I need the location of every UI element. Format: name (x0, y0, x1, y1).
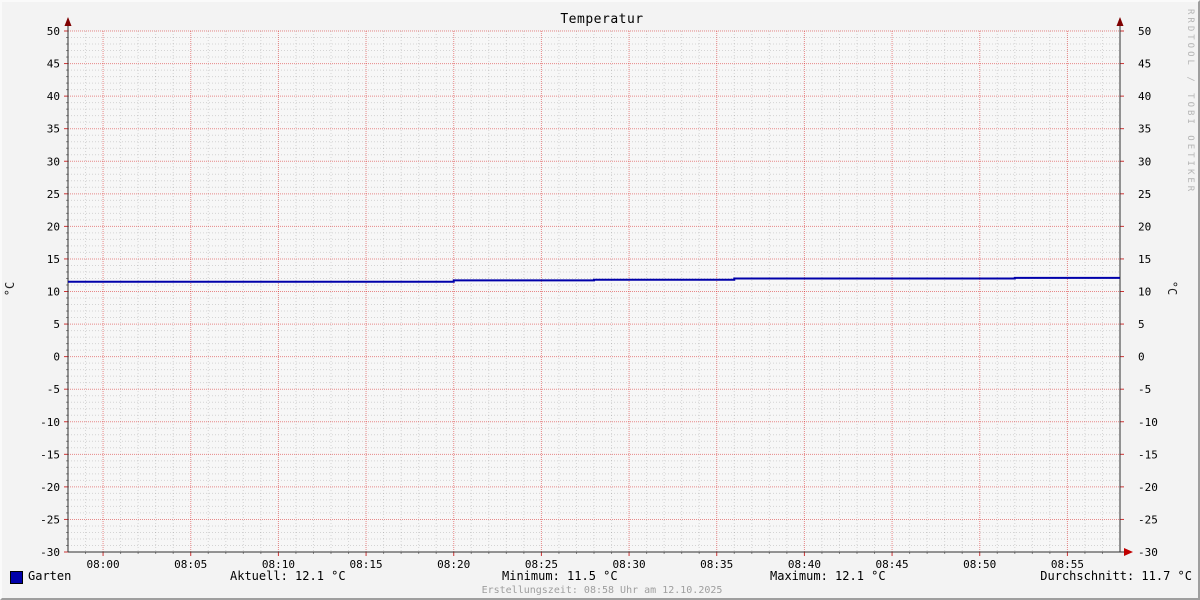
svg-text:20: 20 (1138, 220, 1151, 233)
svg-text:-30: -30 (1138, 546, 1158, 559)
svg-text:15: 15 (47, 253, 60, 266)
svg-text:-25: -25 (40, 513, 60, 526)
arrow-right-icon (1124, 548, 1133, 556)
svg-text:10: 10 (47, 286, 60, 299)
svg-text:15: 15 (1138, 253, 1151, 266)
svg-text:-5: -5 (47, 383, 60, 396)
plot-canvas (68, 31, 1120, 552)
svg-text:-10: -10 (1138, 416, 1158, 429)
svg-text:-25: -25 (1138, 513, 1158, 526)
svg-text:5: 5 (53, 318, 60, 331)
svg-text:0: 0 (53, 351, 60, 364)
svg-text:35: 35 (47, 123, 60, 136)
svg-text:0: 0 (1138, 351, 1145, 364)
svg-text:08:50: 08:50 (963, 558, 996, 571)
svg-text:-10: -10 (40, 416, 60, 429)
svg-text:08:05: 08:05 (174, 558, 207, 571)
svg-text:30: 30 (1138, 155, 1151, 168)
arrow-up-right-icon (1116, 17, 1124, 26)
svg-text:-15: -15 (1138, 448, 1158, 461)
svg-text:45: 45 (1138, 58, 1151, 71)
chart-title: Temperatur (560, 12, 644, 27)
svg-text:-20: -20 (1138, 481, 1158, 494)
svg-text:50: 50 (47, 25, 60, 38)
svg-text:25: 25 (47, 188, 60, 201)
svg-text:08:45: 08:45 (876, 558, 909, 571)
arrow-up-left-icon (64, 17, 72, 26)
svg-text:08:10: 08:10 (262, 558, 295, 571)
svg-text:08:15: 08:15 (350, 558, 383, 571)
svg-text:10: 10 (1138, 286, 1151, 299)
svg-text:08:35: 08:35 (700, 558, 733, 571)
svg-text:45: 45 (47, 58, 60, 71)
svg-text:08:00: 08:00 (87, 558, 120, 571)
creation-time: Erstellungszeit: 08:58 Uhr am 12.10.2025 (481, 585, 723, 596)
y-axis-unit-left: °C (3, 281, 17, 297)
svg-text:-15: -15 (40, 448, 60, 461)
svg-text:30: 30 (47, 155, 60, 168)
svg-text:35: 35 (1138, 123, 1151, 136)
svg-text:08:30: 08:30 (613, 558, 646, 571)
svg-text:25: 25 (1138, 188, 1151, 201)
svg-text:08:40: 08:40 (788, 558, 821, 571)
svg-text:20: 20 (47, 220, 60, 233)
svg-text:50: 50 (1138, 25, 1151, 38)
svg-text:5: 5 (1138, 318, 1145, 331)
svg-text:-5: -5 (1138, 383, 1151, 396)
rrdtool-watermark: RRDTOOL / TOBI OETIKER (1185, 9, 1195, 195)
svg-text:40: 40 (47, 90, 60, 103)
svg-text:08:25: 08:25 (525, 558, 558, 571)
svg-text:-30: -30 (40, 546, 60, 559)
series-line-garten (68, 276, 1120, 283)
svg-text:08:20: 08:20 (437, 558, 470, 571)
svg-text:-20: -20 (40, 481, 60, 494)
svg-text:40: 40 (1138, 90, 1151, 103)
svg-text:08:55: 08:55 (1051, 558, 1084, 571)
y-axis-unit-right: °C (1165, 280, 1179, 296)
